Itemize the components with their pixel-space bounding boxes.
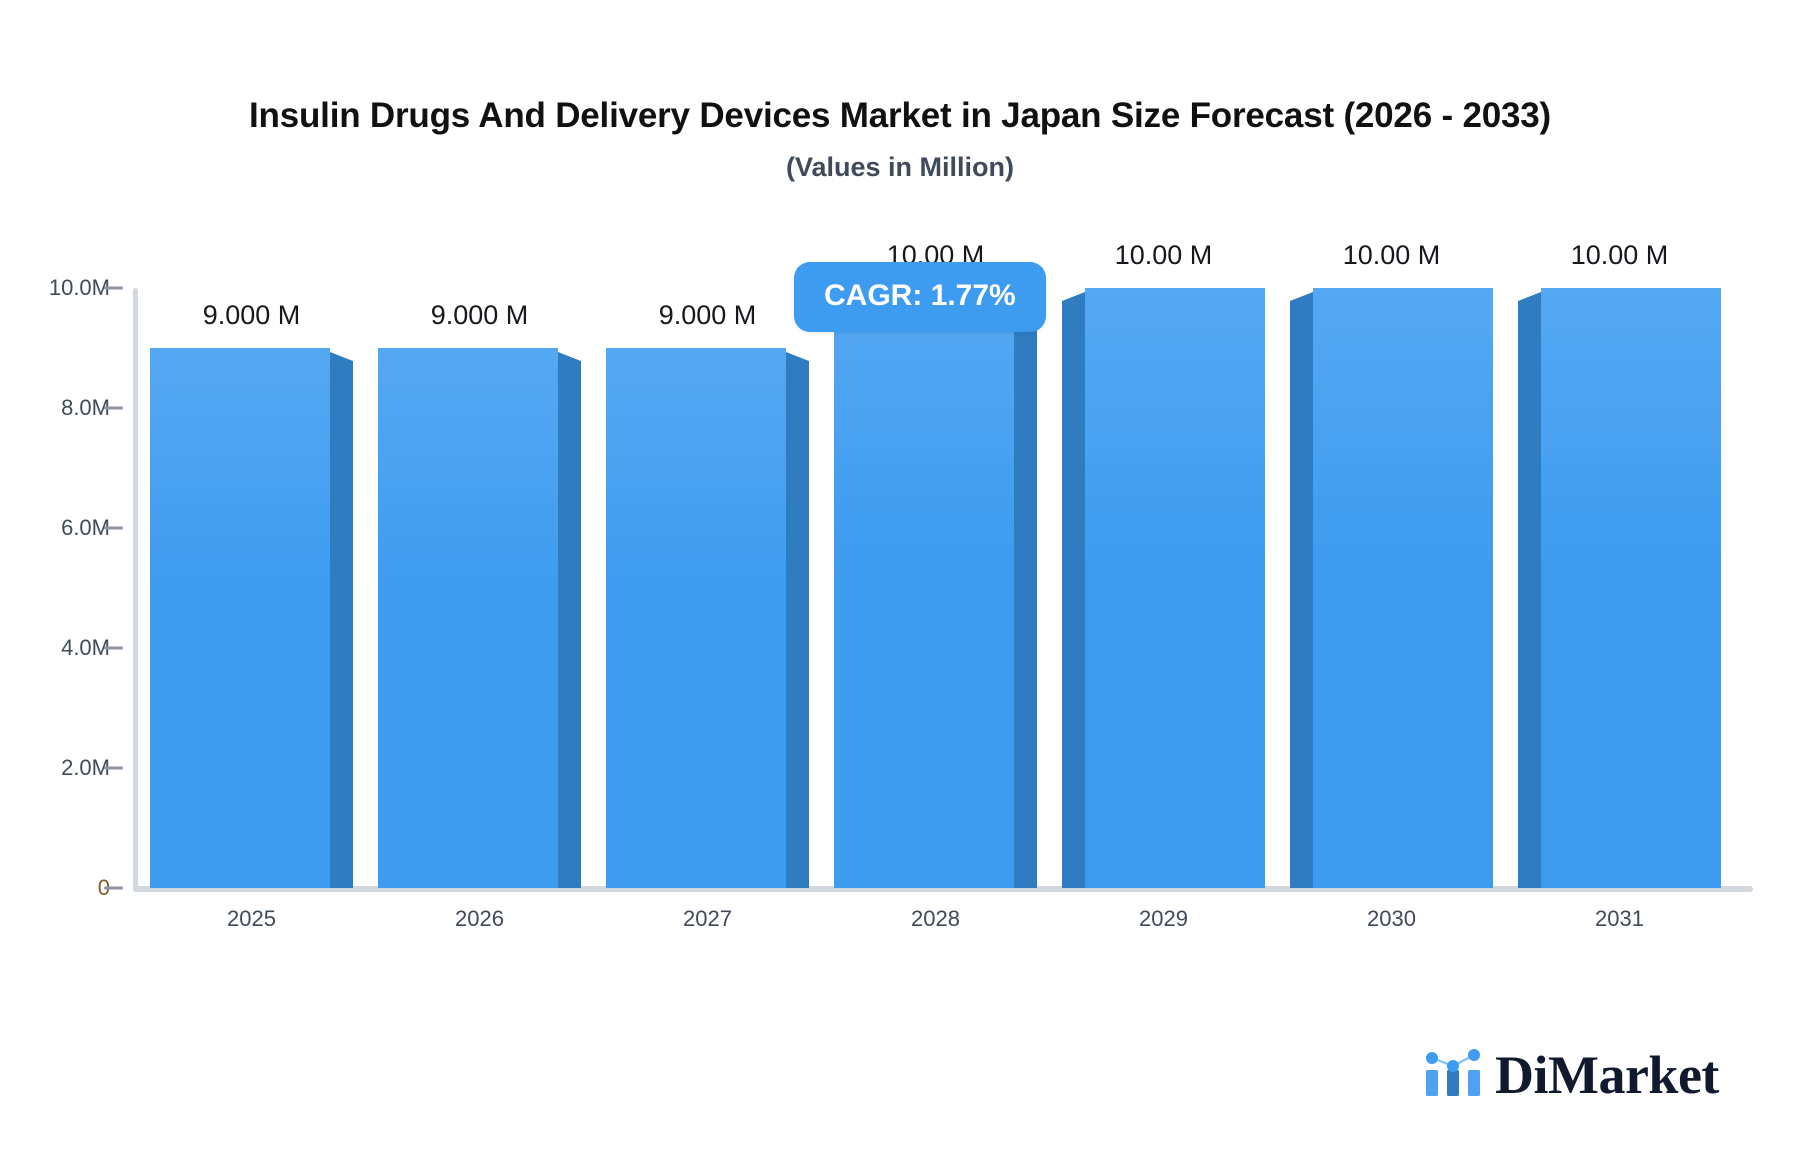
bar-value-label: 10.00 M bbox=[1570, 240, 1669, 270]
y-tick-mark bbox=[104, 286, 123, 290]
y-tick-label: 8.0M bbox=[61, 395, 110, 420]
cagr-badge: CAGR: 1.77% bbox=[794, 262, 1046, 332]
bars-layer: 9.000 M 9.000 M 9.000 M 10.00 M 10.00 M 10.00… bbox=[150, 240, 1721, 888]
y-tick-label: 6.0M bbox=[61, 515, 110, 540]
y-tick-mark bbox=[104, 646, 123, 650]
chart-header: Insulin Drugs And Delivery Devices Marke… bbox=[0, 96, 1800, 183]
bar-side-face bbox=[558, 352, 581, 888]
y-tick-mark bbox=[104, 766, 123, 770]
y-tick-mark bbox=[104, 406, 123, 410]
bar-side-face bbox=[1518, 292, 1541, 888]
x-tick-label: 2030 bbox=[1367, 906, 1416, 931]
bar-front-face bbox=[1085, 288, 1265, 888]
bar-front-face bbox=[150, 348, 330, 888]
bar-side-face bbox=[1290, 292, 1313, 888]
bar-chart-logo-icon bbox=[1424, 1046, 1482, 1103]
y-axis-line bbox=[133, 288, 138, 890]
bar-side-face bbox=[1014, 292, 1037, 888]
bar-value-label: 10.00 M bbox=[1342, 240, 1441, 270]
bar-value-label: 9.000 M bbox=[430, 300, 529, 330]
x-tick-label: 2028 bbox=[911, 906, 960, 931]
bar-front-face bbox=[1313, 288, 1493, 888]
x-axis-line bbox=[133, 886, 1753, 892]
page-title: Insulin Drugs And Delivery Devices Marke… bbox=[249, 96, 1551, 135]
bar-value-label: 9.000 M bbox=[658, 300, 757, 330]
y-tick-label: 0 bbox=[0, 875, 110, 901]
bar-column[interactable] bbox=[834, 288, 1037, 888]
bar-front-face bbox=[834, 288, 1014, 888]
bar-value-label: 10.00 M bbox=[1114, 240, 1213, 270]
y-tick-mark bbox=[104, 886, 123, 890]
bar-front-face bbox=[1541, 288, 1721, 888]
x-tick-label: 2026 bbox=[455, 906, 504, 931]
bar-column[interactable] bbox=[150, 348, 353, 888]
bar-value-label: 9.000 M bbox=[202, 300, 301, 330]
bar-column[interactable] bbox=[1518, 288, 1721, 888]
y-tick-label: 2.0M bbox=[61, 755, 110, 780]
bar-front-face bbox=[378, 348, 558, 888]
y-tick-mark bbox=[104, 526, 123, 530]
y-tick-label: 10.0M bbox=[48, 275, 110, 300]
y-tick-label: 4.0M bbox=[61, 635, 110, 660]
chart-subtitle: (Values in Million) bbox=[785, 152, 1015, 183]
bar-column[interactable] bbox=[1062, 288, 1265, 888]
x-tick-label: 2027 bbox=[683, 906, 732, 931]
x-tick-label: 2031 bbox=[1595, 906, 1644, 931]
bar-side-face bbox=[1062, 292, 1085, 888]
brand-logo: DiMarket bbox=[1424, 1046, 1719, 1103]
bar-column[interactable] bbox=[1290, 288, 1493, 888]
bar-side-face bbox=[786, 352, 809, 888]
bar-column[interactable] bbox=[378, 348, 581, 888]
bar-column[interactable] bbox=[606, 348, 809, 888]
x-tick-label: 2025 bbox=[227, 906, 276, 931]
bar-front-face bbox=[606, 348, 786, 888]
x-tick-label: 2029 bbox=[1139, 906, 1188, 931]
bar-side-face bbox=[330, 352, 353, 888]
brand-name: DiMarket bbox=[1495, 1044, 1719, 1105]
